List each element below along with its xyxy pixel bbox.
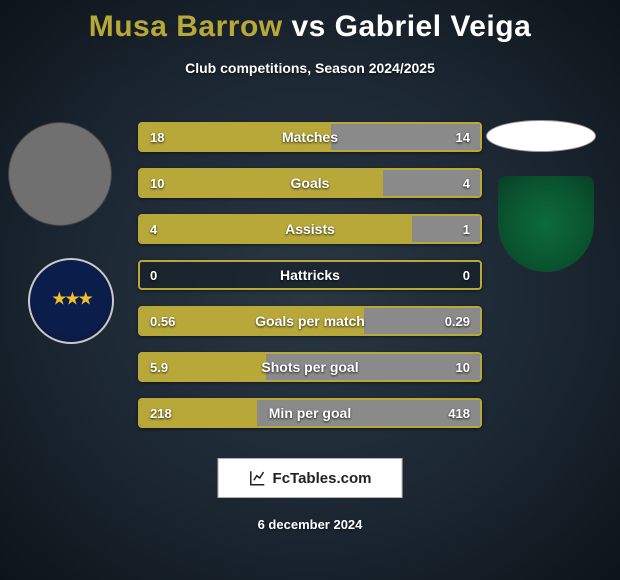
stat-label: Hattricks [140,262,480,288]
player1-avatar [8,122,112,226]
brand-box: FcTables.com [218,458,403,498]
stat-label: Matches [140,124,480,150]
vs-text: vs [291,10,325,43]
stat-bars-container: 1814Matches 104Goals 41Assists 00Hattricks 0… [138,122,482,444]
stat-row: 218418Min per goal [138,398,482,428]
brand-text: FcTables.com [273,470,372,487]
stat-label: Goals [140,170,480,196]
subtitle: Club competitions, Season 2024/2025 [0,60,620,76]
stat-row: 00Hattricks [138,260,482,290]
stat-row: 41Assists [138,214,482,244]
stat-label: Min per goal [140,400,480,426]
player2-avatar [486,120,596,152]
player2-club-logo [498,176,594,272]
comparison-title: Musa Barrow vs Gabriel Veiga [0,0,620,44]
stat-row: 0.560.29Goals per match [138,306,482,336]
stat-row: 1814Matches [138,122,482,152]
chart-icon [249,469,267,487]
stat-label: Goals per match [140,308,480,334]
player1-name: Musa Barrow [89,10,283,43]
stat-row: 5.910Shots per goal [138,352,482,382]
date-text: 6 december 2024 [0,517,620,532]
stat-label: Shots per goal [140,354,480,380]
player1-club-logo [28,258,114,344]
player2-name: Gabriel Veiga [335,10,532,43]
stat-row: 104Goals [138,168,482,198]
stat-label: Assists [140,216,480,242]
